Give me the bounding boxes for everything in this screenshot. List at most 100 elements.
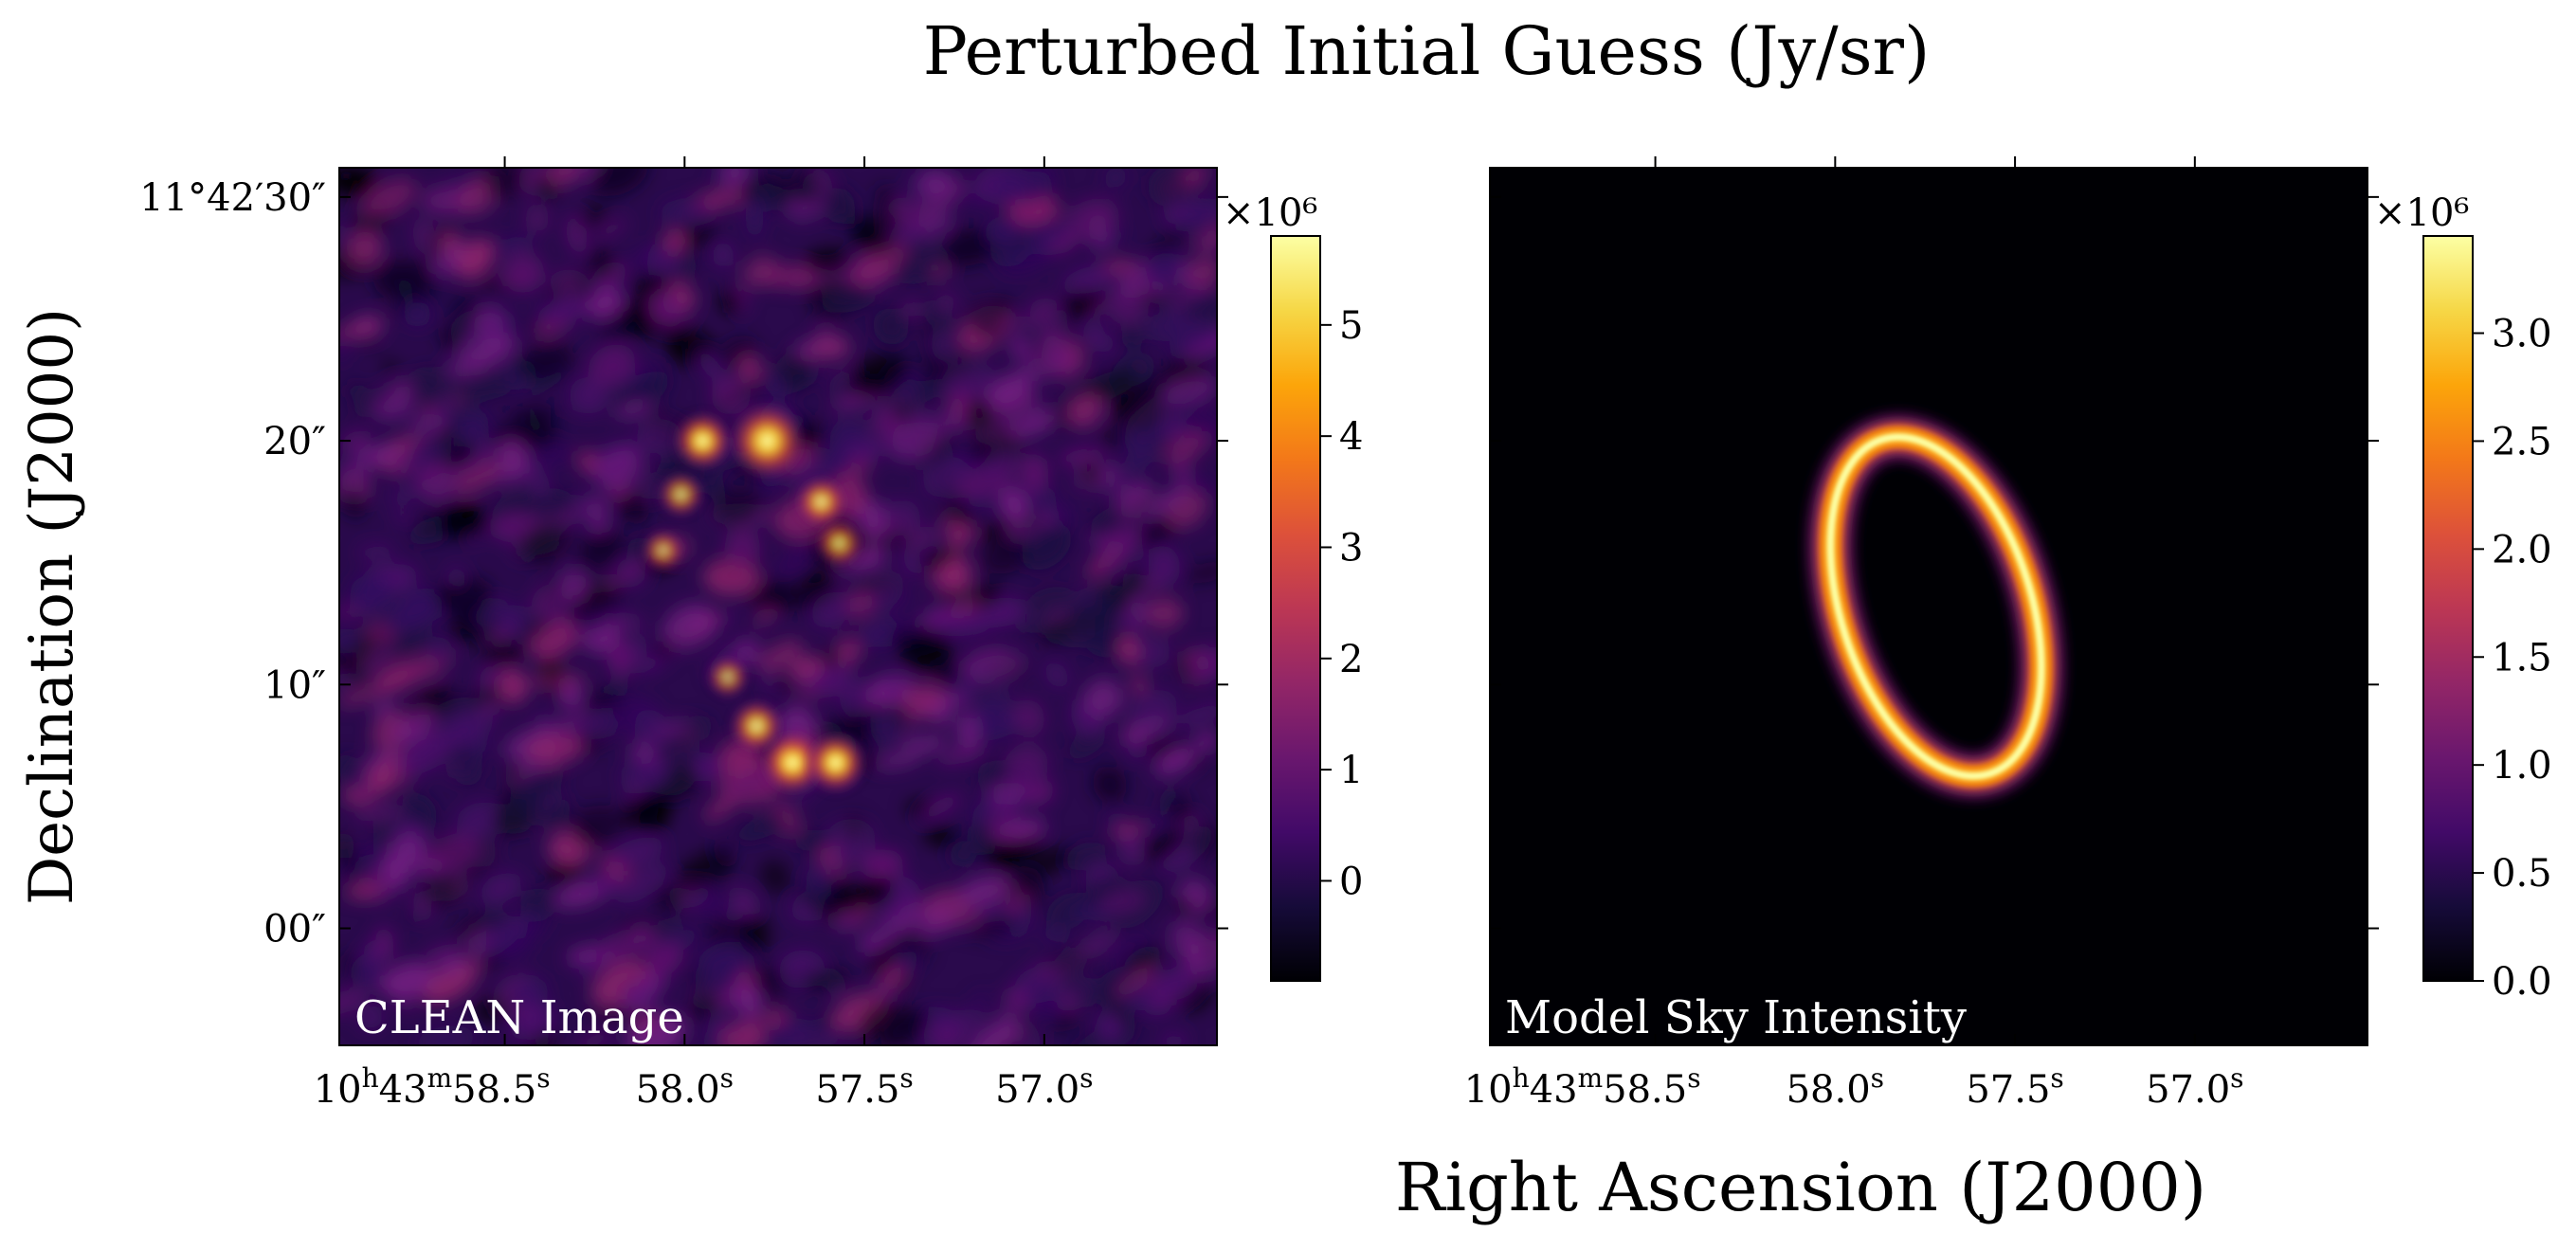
noise-blob [979, 448, 1020, 480]
noise-blob [1119, 718, 1172, 741]
noise-blob [718, 1024, 759, 1045]
noise-blob [856, 871, 894, 906]
noise-blob [524, 205, 550, 232]
noise-blob [1179, 293, 1217, 321]
noise-blob [412, 217, 436, 256]
noise-blob [569, 376, 608, 415]
x-tick-label: 10h43m58.5s [1464, 1062, 1701, 1113]
x-tick-label: 57.0s [995, 1062, 1093, 1113]
noise-blob [916, 179, 967, 219]
clean-source [813, 517, 865, 570]
noise-blob [880, 1008, 929, 1045]
noise-blob [417, 462, 459, 502]
noise-blob [1025, 586, 1073, 613]
noise-blob [998, 245, 1050, 275]
noise-blob [1052, 1012, 1078, 1032]
noise-blob [1035, 508, 1054, 525]
x-tick-label: 10h43m58.5s [314, 1062, 551, 1113]
x-tick-label: 57.0s [2146, 1062, 2243, 1113]
noise-blob [397, 734, 454, 776]
y-tick-label: 20″ [263, 420, 326, 463]
noise-blob [1146, 597, 1184, 629]
noise-blob [1079, 370, 1138, 402]
noise-blob [344, 884, 382, 899]
noise-blob [733, 887, 757, 915]
clean-source [793, 474, 849, 530]
noise-blob [930, 718, 946, 734]
colorbar-tick-label: 5 [1339, 304, 1363, 348]
noise-blob [577, 449, 598, 474]
noise-blob [363, 335, 379, 347]
noise-blob [349, 574, 392, 613]
noise-blob [1067, 728, 1107, 760]
noise-blob [339, 629, 358, 653]
noise-blob [735, 985, 763, 1018]
model-colorbar-ticks: 0.0 0.5 1.0 1.5 2.0 2.5 3.0 [2473, 313, 2552, 1004]
noise-blob [391, 279, 440, 318]
noise-blob [1092, 766, 1128, 803]
noise-blob [1065, 973, 1097, 1008]
noise-blob [987, 782, 1029, 805]
noise-blob [339, 685, 390, 707]
noise-blob [659, 198, 717, 227]
noise-blob [734, 813, 791, 842]
noise-blob [559, 569, 590, 603]
noise-blob [517, 911, 547, 939]
noise-blob [1029, 846, 1074, 876]
noise-blob [1170, 325, 1216, 357]
noise-blob [893, 245, 949, 285]
noise-blob [1122, 572, 1146, 593]
noise-blob [982, 534, 1033, 574]
noise-blob [622, 973, 665, 1011]
noise-blob [1096, 1012, 1124, 1042]
noise-blob [541, 799, 571, 826]
noise-blob [426, 636, 453, 665]
colorbar-tick-label: 1 [1339, 749, 1363, 792]
noise-blob [994, 297, 1013, 313]
noise-blob [937, 743, 987, 766]
noise-blob [944, 503, 971, 526]
noise-blob [1130, 674, 1147, 695]
noise-blob [993, 1009, 1025, 1043]
noise-blob [614, 401, 653, 418]
noise-blob [1029, 297, 1058, 319]
noise-blob [714, 378, 768, 409]
noise-blob [971, 992, 993, 1006]
noise-blob [472, 605, 534, 629]
noise-blob [1027, 981, 1062, 1021]
noise-blob [590, 168, 649, 197]
noise-blob [837, 637, 861, 664]
noise-blob [1020, 354, 1076, 382]
noise-blob [339, 831, 356, 872]
noise-blob [949, 841, 977, 867]
noise-blob [737, 355, 762, 382]
noise-blob [510, 768, 564, 811]
noise-blob [931, 570, 954, 592]
noise-blob [339, 752, 360, 786]
colorbar-tick-label: 4 [1339, 415, 1363, 459]
noise-blob [559, 681, 582, 710]
noise-blob [1181, 334, 1217, 359]
noise-blob [883, 672, 906, 698]
noise-blob [1175, 197, 1217, 233]
noise-blob [598, 308, 642, 343]
noise-blob [646, 244, 680, 280]
noise-blob [339, 457, 371, 496]
noise-blob [342, 486, 366, 519]
noise-blob [408, 708, 431, 736]
noise-blob [807, 335, 851, 360]
noise-blob [546, 862, 584, 883]
noise-blob [590, 874, 625, 894]
noise-blob [339, 168, 369, 194]
noise-blob [594, 219, 629, 239]
clean-source [671, 409, 735, 473]
noise-blob [1040, 616, 1074, 646]
noise-blob [353, 959, 384, 989]
noise-blob [849, 353, 910, 398]
noise-blob [1128, 689, 1177, 728]
noise-blob [587, 1008, 644, 1024]
noise-blob [1081, 460, 1100, 487]
noise-blob [571, 602, 626, 634]
noise-blob [523, 1031, 558, 1045]
noise-blob [686, 995, 721, 1020]
